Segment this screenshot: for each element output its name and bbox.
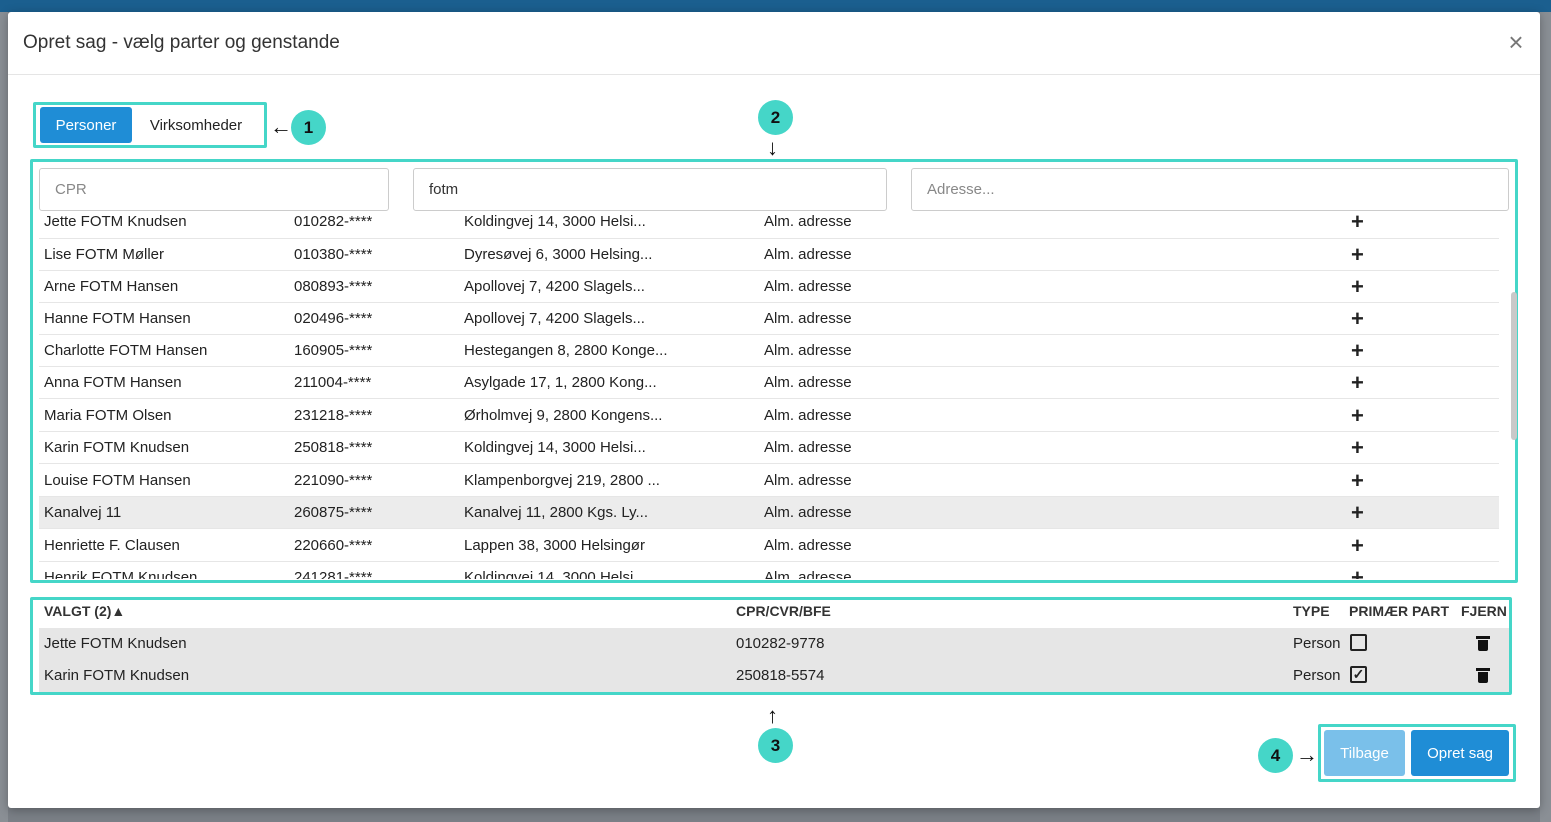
selected-header-name[interactable]: VALGT (2)▲ [44,603,126,619]
add-icon[interactable]: + [1351,468,1364,493]
result-row-highlighted[interactable]: Kanalvej 11 260875-**** Kanalvej 11, 280… [39,497,1499,529]
add-icon[interactable]: + [1351,212,1364,234]
result-row[interactable]: Louise FOTM Hansen 221090-**** Klampenbo… [39,465,1499,497]
backdrop-left [0,12,8,822]
backdrop-right [1540,12,1551,822]
add-icon[interactable]: + [1351,500,1364,525]
annotation-badge-3: 3 [758,728,793,763]
arrow-down-icon: ↓ [767,135,778,160]
add-icon[interactable]: + [1351,403,1364,428]
result-row[interactable]: Hanne FOTM Hansen 020496-**** Apollovej … [39,303,1499,335]
results-scrollbar[interactable] [1511,292,1517,440]
selected-row: Karin FOTM Knudsen 250818-5574 Person ✓ [39,660,1509,692]
modal-header: Opret sag - vælg parter og genstande × [8,12,1540,75]
primary-part-checkbox-checked[interactable]: ✓ [1350,666,1367,683]
annotation-badge-4: 4 [1258,738,1293,773]
create-case-button[interactable]: Opret sag [1411,730,1509,776]
add-icon[interactable]: + [1351,370,1364,395]
result-row[interactable]: Arne FOTM Hansen 080893-**** Apollovej 7… [39,271,1499,303]
selected-header-type: TYPE [1293,603,1330,619]
selected-header-remove: FJERN [1461,603,1507,619]
close-icon[interactable]: × [1508,27,1524,57]
name-search-input[interactable] [413,168,887,211]
trash-icon[interactable] [1476,636,1490,651]
add-icon[interactable]: + [1351,274,1364,299]
back-button[interactable]: Tilbage [1324,730,1405,776]
arrow-up-icon: ↑ [767,703,778,728]
arrow-left-icon: ← [270,114,292,139]
annotation-badge-2: 2 [758,100,793,135]
app-topbar [0,0,1551,12]
annotation-box-3 [30,597,1512,695]
selected-header-id: CPR/CVR/BFE [736,603,831,619]
address-search-input[interactable] [911,168,1509,211]
result-row[interactable]: Henrik FOTM Knudsen 241281-**** Koldingv… [39,562,1499,580]
result-row[interactable]: Charlotte FOTM Hansen 160905-**** Hesteg… [39,335,1499,367]
add-icon[interactable]: + [1351,435,1364,460]
add-icon[interactable]: + [1351,242,1364,267]
selected-header-primary: PRIMÆR PART [1349,603,1450,619]
modal-title: Opret sag - vælg parter og genstande [23,32,340,53]
tab-virksomheder[interactable]: Virksomheder [134,107,258,143]
result-row[interactable]: Anna FOTM Hansen 211004-**** Asylgade 17… [39,367,1499,399]
cpr-search-input[interactable] [39,168,389,211]
result-row[interactable]: Maria FOTM Olsen 231218-**** Ørholmvej 9… [39,400,1499,432]
selected-row: Jette FOTM Knudsen 010282-9778 Person [39,628,1509,660]
annotation-box-4 [1318,724,1516,782]
search-results-list: Jette FOTM Knudsen 010282-**** Koldingve… [39,212,1499,579]
result-row[interactable]: Karin FOTM Knudsen 250818-**** Koldingve… [39,432,1499,464]
add-icon[interactable]: + [1351,565,1364,580]
result-row[interactable]: Henriette F. Clausen 220660-**** Lappen … [39,530,1499,562]
primary-part-checkbox[interactable] [1350,634,1367,651]
tab-personer[interactable]: Personer [40,107,132,143]
arrow-right-icon: → [1296,742,1318,767]
trash-icon[interactable] [1476,668,1490,683]
result-row[interactable]: Jette FOTM Knudsen 010282-**** Koldingve… [39,212,1499,239]
annotation-badge-1: 1 [291,110,326,145]
add-icon[interactable]: + [1351,338,1364,363]
annotation-box-1 [33,102,267,148]
result-row[interactable]: Lise FOTM Møller 010380-**** Dyresøvej 6… [39,239,1499,271]
add-icon[interactable]: + [1351,533,1364,558]
add-icon[interactable]: + [1351,306,1364,331]
